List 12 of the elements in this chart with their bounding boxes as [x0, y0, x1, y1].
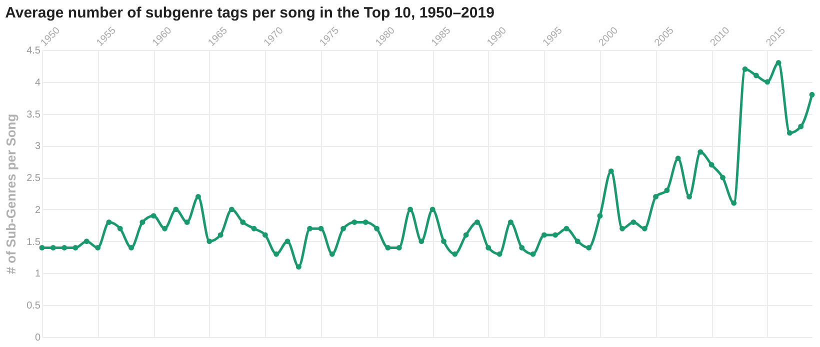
- y-axis-title: # of Sub-Genres per Song: [4, 114, 19, 274]
- y-tick-label: 2.5: [26, 173, 41, 184]
- y-tick-label: 3.5: [26, 109, 41, 120]
- y-tick-label: 2: [34, 204, 41, 216]
- y-tick-label: 4: [34, 77, 41, 88]
- y-tick-label: 3: [34, 141, 41, 152]
- y-tick-label: 1: [34, 268, 41, 280]
- y-tick-label: 0.5: [26, 300, 41, 312]
- y-tick-label: 4.5: [26, 46, 41, 56]
- chart-title: Average number of subgenre tags per song in the Top 10, 1950–2019: [5, 4, 494, 22]
- y-tick-label: 0: [34, 332, 41, 344]
- y-tick-label: 1.5: [26, 236, 41, 248]
